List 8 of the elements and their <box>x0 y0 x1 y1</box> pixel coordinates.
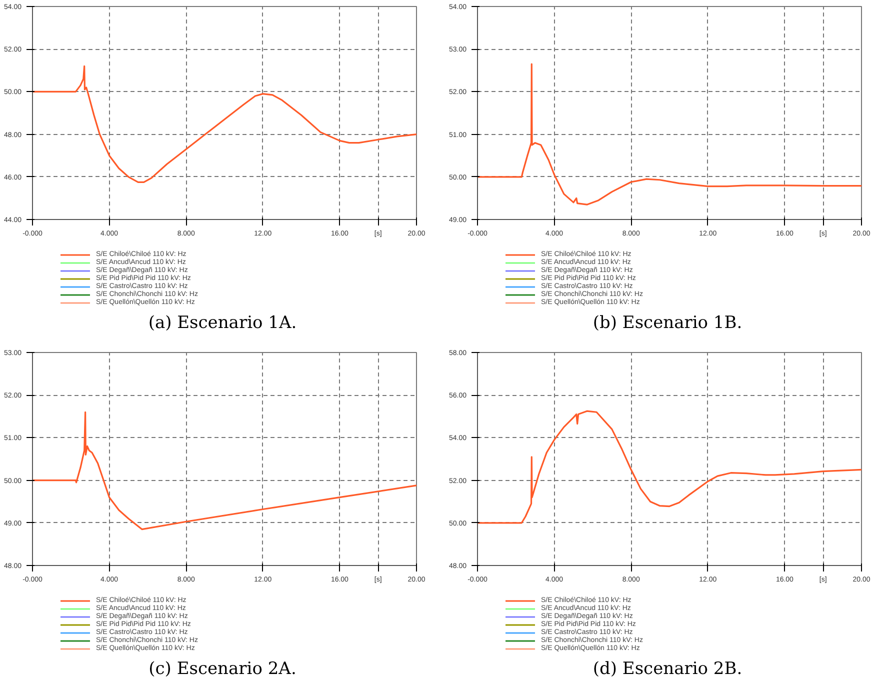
text: (c) Escenario 2A. <box>148 658 296 681</box>
line-series <box>32 411 416 530</box>
text: (d) Escenario 2B. <box>592 658 742 681</box>
line-series <box>478 410 862 524</box>
line-series <box>32 65 416 184</box>
line-series <box>478 63 862 206</box>
text: (b) Escenario 1B. <box>592 312 742 335</box>
text: (a) Escenario 1A. <box>148 312 297 335</box>
